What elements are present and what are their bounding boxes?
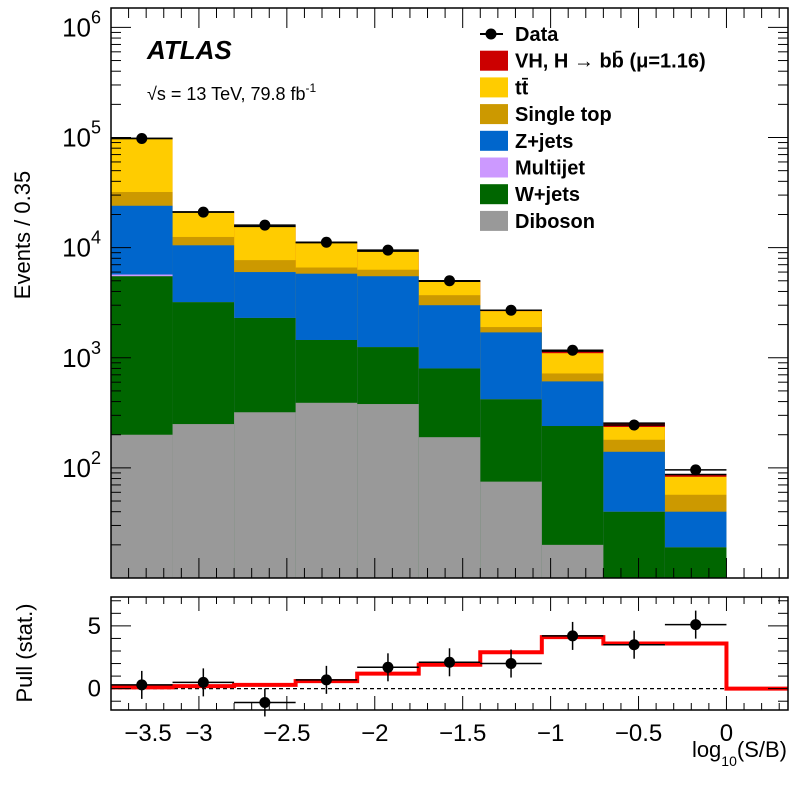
pull-y-tick-label: 0	[88, 676, 101, 703]
legend-label-stop: Single top	[515, 104, 612, 126]
x-axis-label-main: log	[692, 737, 721, 762]
x-tick-label: −1	[537, 720, 564, 747]
y-tick-label: 106	[62, 7, 101, 42]
legend-label-ttbar: tt̄	[515, 77, 529, 99]
x-tick-label: −2.5	[263, 720, 310, 747]
diboson-bar	[357, 404, 419, 578]
stacked-bars	[111, 137, 727, 579]
x-axis-label: log10(S/B)	[692, 737, 787, 769]
x-tick-label: 0	[720, 720, 733, 747]
y-tick-exp: 6	[91, 7, 101, 27]
data-point	[444, 275, 455, 287]
data-point	[136, 132, 148, 144]
x-tick-label: −0.5	[615, 720, 662, 747]
legend-label-data: Data	[515, 24, 559, 46]
pull-point	[197, 676, 209, 688]
pull-point	[628, 639, 640, 651]
x-tick-label: −2	[361, 720, 388, 747]
legend-swatch-ttbar	[480, 77, 508, 98]
legend-swatch-stop	[480, 104, 508, 125]
data-point	[567, 344, 579, 356]
main-plot-frame	[110, 7, 789, 579]
legend-swatch-wjets	[480, 184, 508, 205]
wjets-bar	[664, 547, 727, 578]
y-tick-base: 10	[62, 453, 91, 483]
pull-point	[690, 619, 702, 631]
x-axis-label-tail: (S/B)	[737, 737, 787, 762]
diboson-bar	[418, 437, 481, 578]
y-axis-label: Events / 0.35	[10, 171, 35, 299]
pull-point	[259, 696, 271, 708]
diboson-bar	[541, 544, 604, 578]
diboson-bar	[295, 402, 358, 578]
x-axis-label-sub: 10	[721, 753, 737, 769]
diboson-bar	[234, 412, 296, 578]
pull-axes: 0 5 −3.5 −3 −2.5 −2 −1.5 −1 −0.5 0	[88, 597, 788, 747]
pull-data-series	[111, 610, 727, 717]
y-tick-label: 102	[62, 448, 101, 483]
legend-swatch-zjets	[480, 130, 508, 151]
legend-data-marker	[485, 28, 497, 40]
data-point	[259, 219, 271, 231]
pull-point	[136, 679, 148, 691]
y-tick-label: 105	[62, 118, 101, 153]
y-tick-label: 103	[62, 338, 101, 373]
pull-plot-frame	[110, 596, 789, 711]
y-tick-exp: 5	[91, 118, 101, 138]
pull-point	[505, 658, 517, 670]
data-point	[320, 236, 332, 248]
y-tick-base: 10	[62, 343, 91, 373]
data-series	[111, 132, 727, 476]
data-point	[690, 464, 702, 476]
y-tick-base: 10	[62, 233, 91, 263]
legend-label-vh: VH, H → bb̄ (μ=1.16)	[515, 50, 706, 72]
diboson-bar	[172, 424, 235, 578]
data-point	[628, 419, 640, 431]
pull-point	[382, 661, 394, 673]
legend-swatch-multijet	[480, 157, 508, 178]
legend-label-multijet: Multijet	[515, 158, 585, 180]
y-tick-exp: 4	[91, 228, 101, 248]
diboson-bar	[111, 434, 173, 578]
energy-label: √s = 13 TeV, 79.8 fb-1	[147, 81, 317, 104]
data-point	[197, 206, 209, 218]
pull-point	[320, 674, 332, 686]
x-tick-label: −3	[185, 720, 212, 747]
y-tick-exp: 3	[91, 338, 101, 358]
pull-fit-line	[111, 635, 788, 691]
legend: Data VH, H → bb̄ (μ=1.16) tt̄ Single top Z+j…	[480, 24, 706, 233]
pull-point	[444, 656, 455, 668]
y-tick-base: 10	[62, 123, 91, 153]
legend-swatch-diboson	[480, 210, 508, 231]
wjets-bar	[603, 511, 665, 578]
data-point	[505, 304, 517, 316]
y-tick-base: 10	[62, 12, 91, 42]
legend-label-wjets: W+jets	[515, 184, 580, 206]
y-tick-exp: 2	[91, 448, 101, 468]
energy-label-main: √s = 13 TeV, 79.8 fb	[147, 84, 306, 104]
x-tick-label: −3.5	[124, 720, 171, 747]
legend-label-diboson: Diboson	[515, 211, 595, 233]
diboson-bar	[480, 481, 542, 578]
y-tick-label: 104	[62, 228, 101, 263]
pull-y-axis-label: Pull (stat.)	[12, 603, 37, 702]
pull-point	[567, 630, 579, 642]
pull-y-tick-label: 5	[88, 613, 101, 640]
experiment-label: ATLAS	[146, 35, 232, 65]
x-tick-label: −1.5	[439, 720, 486, 747]
legend-label-zjets: Z+jets	[515, 131, 573, 153]
data-point	[382, 244, 394, 256]
pull-fit-series	[111, 635, 788, 691]
energy-label-sup: -1	[306, 81, 317, 95]
legend-swatch-vh	[480, 50, 508, 71]
